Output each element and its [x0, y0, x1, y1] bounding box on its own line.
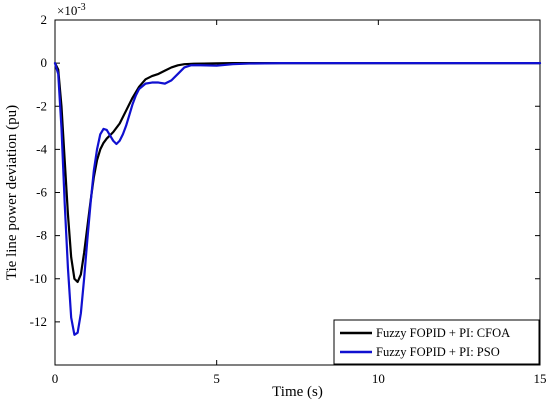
y-tick-label: -4	[36, 141, 47, 156]
legend-box	[333, 319, 540, 365]
y-axis-exponent: ×10-3	[57, 2, 86, 19]
series-line-0	[53, 62, 542, 284]
x-tick-label: 15	[534, 371, 547, 386]
y-tick-label: -6	[36, 185, 47, 200]
x-tick-label: 0	[52, 371, 59, 386]
y-tick-label: -10	[30, 271, 47, 286]
y-tick-label: 0	[41, 55, 48, 70]
y-tick-label: -2	[36, 98, 47, 113]
y-tick-label: -8	[36, 228, 47, 243]
plot-area	[54, 19, 541, 366]
legend: Fuzzy FOPID + PI: CFOA Fuzzy FOPID + PI:…	[333, 319, 540, 365]
y-tick-label: 2	[41, 12, 48, 27]
series-lines	[53, 62, 542, 336]
x-tick-label: 10	[372, 371, 385, 386]
x-tick-label: 5	[213, 371, 220, 386]
legend-label-pso: Fuzzy FOPID + PI: PSO	[376, 345, 500, 359]
y-axis-label: Tie line power deviation (pu)	[4, 105, 20, 280]
y-axis-exponent-power: -3	[77, 2, 85, 13]
plot-frame	[54, 19, 541, 366]
x-axis-label: Time (s)	[272, 384, 323, 400]
legend-label-cfoa: Fuzzy FOPID + PI: CFOA	[376, 326, 510, 340]
y-axis-exponent-base: ×10	[57, 3, 77, 18]
y-tick-label: -12	[30, 314, 47, 329]
series-line-1	[53, 62, 542, 336]
